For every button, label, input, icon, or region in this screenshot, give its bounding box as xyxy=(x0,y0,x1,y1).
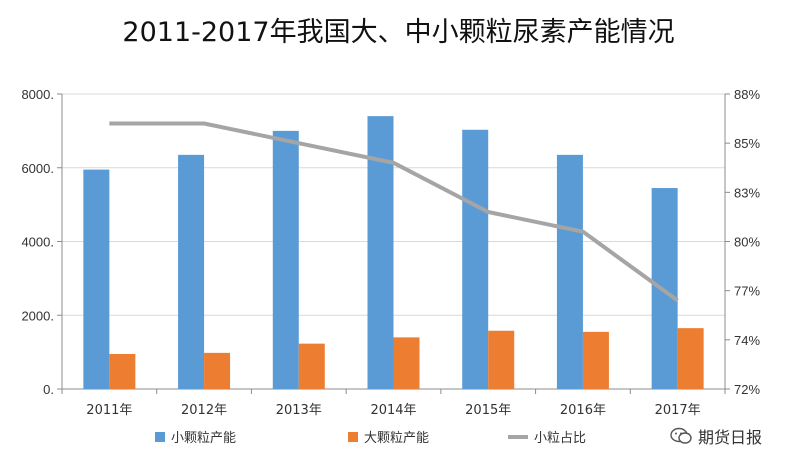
right-axis-tick-label: 77% xyxy=(734,284,760,299)
legend-swatch xyxy=(155,432,165,442)
right-axis-tick-label: 88% xyxy=(734,87,760,102)
bar-large-granule-capacity xyxy=(582,331,609,389)
bar-large-granule-capacity xyxy=(298,343,325,389)
right-axis-tick-label: 72% xyxy=(734,382,760,397)
legend-label: 大颗粒产能 xyxy=(364,431,429,446)
x-axis-tick-label: 2017年 xyxy=(655,403,701,418)
watermark-text: 期货日报 xyxy=(698,428,763,447)
chart-title: 2011-2017年我国大、中小颗粒尿素产能情况 xyxy=(122,17,675,48)
left-axis-tick-label: 4000. xyxy=(21,235,54,250)
bar-small-granule-capacity xyxy=(462,129,489,390)
x-axis-tick-label: 2013年 xyxy=(276,403,322,418)
left-axis-tick-label: 2000. xyxy=(21,308,54,323)
bar-small-granule-capacity xyxy=(83,169,110,389)
x-axis-tick-label: 2014年 xyxy=(370,403,416,418)
right-axis-tick-label: 80% xyxy=(734,235,760,250)
wechat-icon xyxy=(670,427,692,444)
x-axis-tick-label: 2016年 xyxy=(560,403,606,418)
bar-large-granule-capacity xyxy=(677,328,704,389)
bar-small-granule-capacity xyxy=(272,130,299,389)
bar-large-granule-capacity xyxy=(109,353,136,389)
legend-label: 小粒占比 xyxy=(534,431,586,446)
left-axis-tick-label: 8000. xyxy=(21,87,54,102)
right-axis-tick-label: 85% xyxy=(734,136,760,151)
left-axis-tick-label: 0. xyxy=(43,382,54,397)
bar-small-granule-capacity xyxy=(556,154,583,389)
right-axis-tick-label: 83% xyxy=(734,185,760,200)
bar-large-granule-capacity xyxy=(393,337,420,389)
x-axis-tick-label: 2012年 xyxy=(181,403,227,418)
legend-swatch xyxy=(348,432,358,442)
right-axis-tick-label: 74% xyxy=(734,333,760,348)
bar-large-granule-capacity xyxy=(204,352,231,389)
x-axis-tick-label: 2011年 xyxy=(86,403,132,418)
watermark: 期货日报 xyxy=(670,424,762,448)
bar-large-granule-capacity xyxy=(488,330,515,389)
left-axis-tick-label: 6000. xyxy=(21,161,54,176)
bar-small-granule-capacity xyxy=(651,188,678,389)
legend-label: 小颗粒产能 xyxy=(171,431,236,446)
x-axis-tick-label: 2015年 xyxy=(465,403,511,418)
bar-small-granule-capacity xyxy=(178,154,205,389)
